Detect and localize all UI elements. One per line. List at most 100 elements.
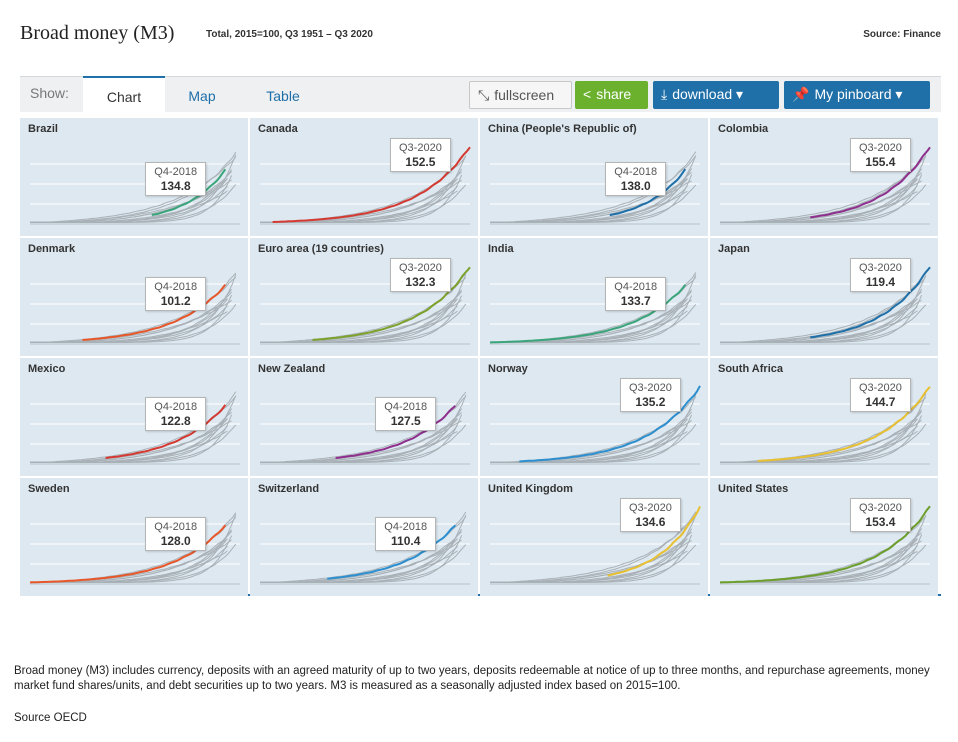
- comparison-series-line: [260, 190, 458, 223]
- panel-plot: [260, 391, 470, 465]
- highlighted-series-line: [757, 386, 931, 462]
- data-tooltip: Q3-2020 132.3: [390, 258, 451, 293]
- tooltip-value: 135.2: [635, 395, 666, 410]
- panel-plot: [30, 272, 240, 345]
- download-button[interactable]: ⤓ download ▾: [653, 81, 779, 109]
- share-label: share: [596, 86, 632, 102]
- panel-title: Sweden: [28, 483, 70, 495]
- fullscreen-button[interactable]: ⤡ fullscreen: [469, 81, 572, 109]
- tooltip-value: 122.8: [160, 414, 191, 429]
- comparison-series-line: [720, 276, 927, 343]
- tooltip-period: Q3-2020: [629, 382, 672, 395]
- chart-subtitle: Total, 2015=100, Q3 1951 – Q3 2020: [206, 29, 373, 40]
- panel-japan[interactable]: Japan Q3-2020 119.4: [710, 238, 938, 356]
- panel-denmark[interactable]: Denmark Q4-2018 101.2: [20, 238, 248, 356]
- highlighted-series-line: [272, 146, 471, 223]
- panel-south-africa[interactable]: South Africa Q3-2020 144.7: [710, 358, 938, 476]
- panel-title: Switzerland: [258, 483, 320, 495]
- panel-plot: [30, 391, 240, 465]
- panel-plot: [260, 511, 470, 585]
- source-link[interactable]: Source: Finance: [863, 29, 941, 40]
- tooltip-period: Q3-2020: [859, 382, 902, 395]
- tooltip-value: 101.2: [160, 294, 191, 309]
- tooltip-value: 119.4: [865, 275, 896, 290]
- tooltip-value: 133.7: [620, 294, 651, 309]
- tab-chart[interactable]: Chart: [83, 76, 165, 113]
- tooltip-period: Q3-2020: [399, 142, 442, 155]
- tooltip-value: 155.4: [865, 155, 896, 170]
- panel-new-zealand[interactable]: New Zealand Q4-2018 127.5: [250, 358, 478, 476]
- tooltip-period: Q4-2018: [384, 401, 428, 414]
- panel-plot: [260, 266, 471, 345]
- comparison-series-line: [720, 310, 918, 343]
- tooltip-value: 127.5: [390, 414, 421, 429]
- panel-plot: [489, 272, 700, 345]
- tooltip-value: 134.8: [160, 179, 191, 193]
- comparison-series-line: [490, 534, 693, 583]
- highlighted-series-line: [719, 505, 931, 584]
- panel-title: Brazil: [28, 123, 58, 135]
- comparison-series-line: [30, 311, 228, 343]
- download-icon: ⤓: [661, 86, 668, 102]
- comparison-series-line: [720, 191, 918, 223]
- tooltip-value: 132.3: [405, 275, 436, 290]
- tooltip-period: Q4-2018: [154, 521, 198, 534]
- panel-united-kingdom[interactable]: United Kingdom Q3-2020 134.6: [480, 478, 708, 596]
- panel-united-states[interactable]: United States Q3-2020 153.4: [710, 478, 938, 596]
- pinboard-button[interactable]: 📌 My pinboard ▾: [784, 81, 930, 109]
- panel-china-people-s-republic-of[interactable]: China (People's Republic of) Q4-2018 138.0: [480, 118, 708, 236]
- panel-norway[interactable]: Norway Q3-2020 135.2: [480, 358, 708, 476]
- data-tooltip: Q4-2018 110.4: [375, 517, 437, 552]
- tooltip-value: 144.7: [865, 395, 896, 410]
- panel-title: India: [488, 243, 514, 255]
- comparison-series-line: [720, 156, 927, 223]
- tooltip-value: 128.0: [160, 534, 191, 549]
- toolbar: Show: Chart Map Table ⤡ fullscreen < share…: [20, 76, 941, 113]
- data-tooltip: Q4-2018 128.0: [145, 517, 207, 552]
- tooltip-period: Q4-2018: [154, 401, 198, 414]
- panel-euro-area-19-countries[interactable]: Euro area (19 countries) Q3-2020 132.3: [250, 238, 478, 356]
- comparison-series-line: [260, 310, 458, 343]
- data-tooltip: Q4-2018 138.0: [605, 161, 667, 196]
- panel-title: New Zealand: [258, 363, 326, 375]
- small-multiples-grid: Brazil Q4-2018 134.8 Canada Q3-2020 152.5 Chin…: [20, 116, 941, 596]
- panel-canada[interactable]: Canada Q3-2020 152.5: [250, 118, 478, 236]
- data-tooltip: Q3-2020 135.2: [620, 378, 681, 413]
- comparison-series-line: [260, 550, 458, 583]
- panel-title: Euro area (19 countries): [258, 243, 384, 255]
- tooltip-period: Q4-2018: [614, 165, 658, 178]
- footnote: Broad money (M3) includes currency, depo…: [14, 665, 930, 692]
- tooltip-period: Q4-2018: [614, 281, 658, 294]
- panel-plot: [490, 385, 701, 465]
- panel-plot: [260, 146, 471, 225]
- tooltip-value: 153.4: [865, 515, 896, 530]
- tab-map[interactable]: Map: [188, 88, 216, 104]
- tooltip-period: Q4-2018: [384, 521, 428, 534]
- highlighted-series-line: [489, 284, 687, 344]
- comparison-series-line: [720, 551, 918, 583]
- comparison-series-line: [30, 190, 228, 223]
- header: Broad money (M3) Total, 2015=100, Q3 195…: [20, 22, 941, 48]
- panel-sweden[interactable]: Sweden Q4-2018 128.0: [20, 478, 248, 596]
- tooltip-value: 134.6: [635, 515, 666, 530]
- panel-mexico[interactable]: Mexico Q4-2018 122.8: [20, 358, 248, 476]
- highlighted-series-line: [29, 524, 227, 584]
- panel-title: United Kingdom: [488, 483, 573, 495]
- panel-colombia[interactable]: Colombia Q3-2020 155.4: [710, 118, 938, 236]
- data-tooltip: Q4-2018 101.2: [145, 277, 207, 312]
- panel-title: Canada: [258, 123, 298, 135]
- panel-india[interactable]: India Q4-2018 133.7: [480, 238, 708, 356]
- panel-switzerland[interactable]: Switzerland Q4-2018 110.4: [250, 478, 478, 596]
- share-button[interactable]: < share: [575, 81, 648, 109]
- data-tooltip: Q3-2020 119.4: [850, 258, 911, 293]
- tooltip-period: Q3-2020: [859, 142, 902, 155]
- panel-brazil[interactable]: Brazil Q4-2018 134.8: [20, 118, 248, 236]
- tab-table[interactable]: Table: [266, 88, 300, 104]
- comparison-series-line: [490, 190, 688, 223]
- fullscreen-label: fullscreen: [494, 87, 555, 103]
- data-tooltip: Q4-2018 134.8: [145, 162, 207, 196]
- panel-title: China (People's Republic of): [488, 123, 637, 135]
- pinboard-label: My pinboard ▾: [814, 86, 903, 102]
- panel-title: South Africa: [718, 363, 783, 375]
- data-tooltip: Q4-2018 127.5: [375, 397, 437, 432]
